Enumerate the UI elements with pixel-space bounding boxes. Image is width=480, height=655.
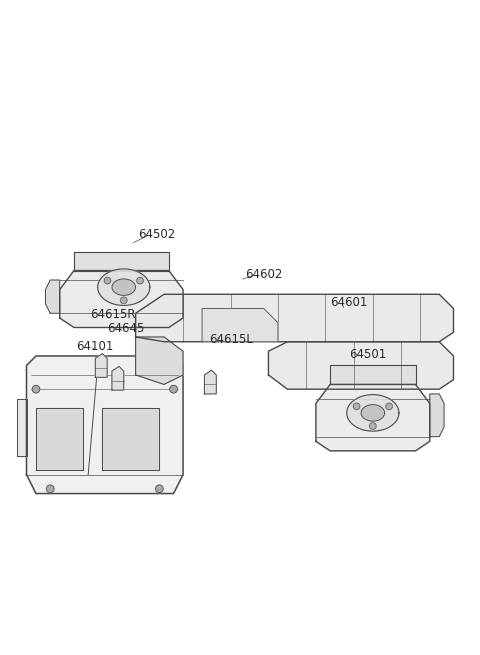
Polygon shape xyxy=(361,405,384,421)
Polygon shape xyxy=(330,365,416,384)
Circle shape xyxy=(156,485,163,493)
Polygon shape xyxy=(204,370,216,394)
Polygon shape xyxy=(17,399,26,456)
Polygon shape xyxy=(430,394,444,437)
Polygon shape xyxy=(268,342,454,389)
Text: 64602: 64602 xyxy=(245,268,282,281)
Text: 64645: 64645 xyxy=(107,322,144,335)
Polygon shape xyxy=(347,395,399,431)
Circle shape xyxy=(120,297,127,304)
Circle shape xyxy=(370,422,376,430)
Circle shape xyxy=(386,403,393,409)
Polygon shape xyxy=(136,337,183,384)
Text: 64502: 64502 xyxy=(138,228,175,241)
Polygon shape xyxy=(46,280,60,313)
Circle shape xyxy=(47,485,54,493)
Polygon shape xyxy=(98,269,150,305)
Text: 64615R: 64615R xyxy=(91,308,136,321)
Polygon shape xyxy=(26,356,183,494)
Polygon shape xyxy=(74,252,169,271)
Polygon shape xyxy=(202,309,278,342)
Polygon shape xyxy=(316,384,430,451)
Text: 64501: 64501 xyxy=(349,348,386,360)
Text: 64601: 64601 xyxy=(330,296,368,309)
Polygon shape xyxy=(112,366,124,390)
Text: 64101: 64101 xyxy=(76,340,114,353)
Circle shape xyxy=(104,277,111,284)
Polygon shape xyxy=(96,354,107,377)
Polygon shape xyxy=(60,271,183,328)
Circle shape xyxy=(137,277,144,284)
Circle shape xyxy=(32,385,40,393)
Polygon shape xyxy=(136,294,454,342)
Circle shape xyxy=(170,385,178,393)
Polygon shape xyxy=(102,408,159,470)
Polygon shape xyxy=(36,408,84,470)
Circle shape xyxy=(353,403,360,409)
Text: 64615L: 64615L xyxy=(209,333,253,346)
Polygon shape xyxy=(112,279,135,295)
